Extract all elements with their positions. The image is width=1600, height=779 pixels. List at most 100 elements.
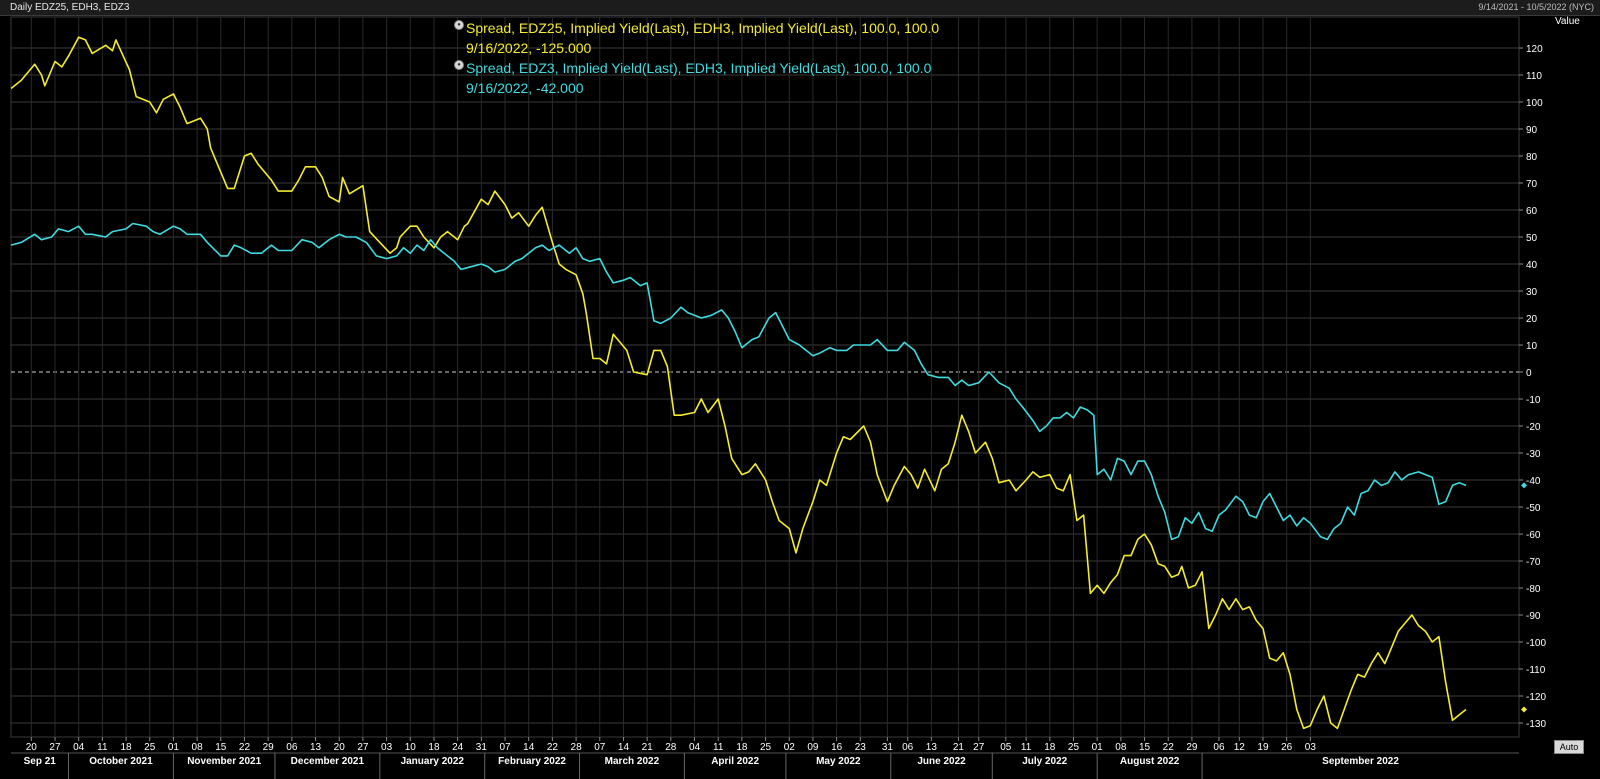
month-label: September 2022: [1322, 756, 1399, 767]
chart-title: Daily EDZ25, EDH3, EDZ3: [10, 2, 130, 13]
y-tick-label: 90: [1526, 125, 1538, 136]
x-tick-label: 06: [1213, 742, 1225, 753]
y-tick-label: 100: [1526, 98, 1543, 109]
y-tick-label: 20: [1526, 314, 1538, 325]
x-tick-label: 26: [1281, 742, 1293, 753]
y-tick-label: 10: [1526, 341, 1538, 352]
date-range[interactable]: 9/14/2021 - 10/5/2022 (NYC): [1478, 2, 1594, 12]
y-tick-label: -100: [1526, 638, 1546, 649]
x-tick-label: 18: [1044, 742, 1056, 753]
x-tick-label: 13: [926, 742, 938, 753]
y-tick-label: 40: [1526, 260, 1538, 271]
y-tick-label: -60: [1526, 530, 1541, 541]
legend-toggle-icon[interactable]: ●: [454, 20, 464, 30]
x-tick-label: 24: [452, 742, 464, 753]
x-tick-label: 22: [239, 742, 251, 753]
last-value-marker-1: [1521, 706, 1527, 713]
x-tick-label: 22: [1163, 742, 1175, 753]
y-tick-label: -10: [1526, 395, 1541, 406]
month-labels: Sep 21 October 2021 November 2021 December …: [11, 752, 1519, 779]
x-tick-label: 25: [760, 742, 772, 753]
x-tick-label: 28: [571, 742, 583, 753]
legend-series-2-value: 9/16/2022, -42.000: [466, 80, 584, 96]
x-tick-label: 29: [1186, 742, 1198, 753]
x-tick-label: 08: [1115, 742, 1127, 753]
x-tick-label: 02: [784, 742, 796, 753]
y-tick-label: -40: [1526, 476, 1541, 487]
y-tick-label: 70: [1526, 179, 1538, 190]
y-tick-label: -110: [1526, 665, 1546, 676]
legend-series-1[interactable]: ● Spread, EDZ25, Implied Yield(Last), ED…: [454, 18, 939, 58]
month-label: November 2021: [187, 756, 261, 767]
x-tick-label: 18: [428, 742, 440, 753]
x-tick-label: 18: [736, 742, 748, 753]
auto-scale-button[interactable]: Auto: [1554, 740, 1584, 754]
month-label: May 2022: [816, 756, 861, 767]
x-tick-label: 16: [831, 742, 843, 753]
x-tick-label: 11: [1021, 742, 1032, 753]
plot-frame: [10, 16, 1520, 738]
month-label: February 2022: [498, 756, 566, 767]
x-tick-label: 10: [405, 742, 417, 753]
month-label: January 2022: [401, 756, 465, 767]
x-tick-label: 23: [855, 742, 867, 753]
x-tick-label: 15: [215, 742, 227, 753]
x-tick-label: 27: [973, 742, 985, 753]
y-tick-label: -30: [1526, 449, 1541, 460]
legend-series-2[interactable]: ● Spread, EDZ3, Implied Yield(Last), EDH…: [454, 58, 939, 98]
legend-series-1-name: Spread, EDZ25, Implied Yield(Last), EDH3…: [466, 20, 940, 36]
x-tick-label: 29: [263, 742, 275, 753]
y-tick-label: 50: [1526, 233, 1538, 244]
legend-series-1-value: 9/16/2022, -125.000: [466, 40, 592, 56]
grid-lines: [10, 16, 1520, 738]
x-tick-label: 25: [144, 742, 156, 753]
y-tick-label: 30: [1526, 287, 1538, 298]
y-tick-label: -80: [1526, 584, 1541, 595]
series-line-1[interactable]: [10, 36, 1467, 730]
x-tick-label: 19: [1257, 742, 1269, 753]
x-tick-label: 27: [357, 742, 369, 753]
x-tick-label: 06: [286, 742, 298, 753]
legend-toggle-icon[interactable]: ●: [454, 60, 464, 70]
x-tick-label: 14: [618, 742, 630, 753]
month-label: Sep 21: [24, 756, 57, 767]
month-label: March 2022: [605, 756, 660, 767]
series-line-2[interactable]: [10, 222, 1467, 541]
x-tick-label: 25: [1068, 742, 1080, 753]
x-tick-label: 18: [120, 742, 132, 753]
y-tick-label: -120: [1526, 692, 1546, 703]
x-tick-label: 13: [310, 742, 322, 753]
x-tick-label: 27: [49, 742, 61, 753]
month-label: December 2021: [291, 756, 365, 767]
x-tick-label: 20: [334, 742, 346, 753]
month-label: October 2021: [89, 756, 153, 767]
y-axis-labels: 1201101009080706050403020100-10-20-30-40…: [1519, 44, 1546, 730]
month-label: June 2022: [917, 756, 966, 767]
month-label: April 2022: [711, 756, 759, 767]
x-tick-label: 11: [97, 742, 108, 753]
x-tick-label: 15: [1139, 742, 1151, 753]
y-tick-label: -50: [1526, 503, 1541, 514]
x-axis-labels: 20 27 04 11 18 25 01 08 15 22 29 06 13 20 27 03 10 18 24 31…: [26, 737, 1316, 753]
month-label: August 2022: [1120, 756, 1180, 767]
y-tick-label: -130: [1526, 719, 1546, 730]
x-tick-label: 14: [523, 742, 535, 753]
legend-series-2-name: Spread, EDZ3, Implied Yield(Last), EDH3,…: [466, 60, 932, 76]
y-tick-label: 80: [1526, 152, 1538, 163]
legend: ● Spread, EDZ25, Implied Yield(Last), ED…: [454, 18, 939, 98]
x-tick-label: 07: [594, 742, 606, 753]
x-tick-label: 31: [476, 742, 488, 753]
x-tick-label: 06: [902, 742, 914, 753]
x-tick-label: 09: [807, 742, 819, 753]
x-tick-label: 12: [1234, 742, 1246, 753]
x-tick-label: 08: [192, 742, 204, 753]
x-tick-label: 07: [499, 742, 511, 753]
y-tick-label: -20: [1526, 422, 1541, 433]
x-tick-label: 31: [882, 742, 894, 753]
month-label: July 2022: [1022, 756, 1067, 767]
y-tick-label: -90: [1526, 611, 1541, 622]
x-tick-label: 11: [713, 742, 724, 753]
y-tick-label: 60: [1526, 206, 1538, 217]
